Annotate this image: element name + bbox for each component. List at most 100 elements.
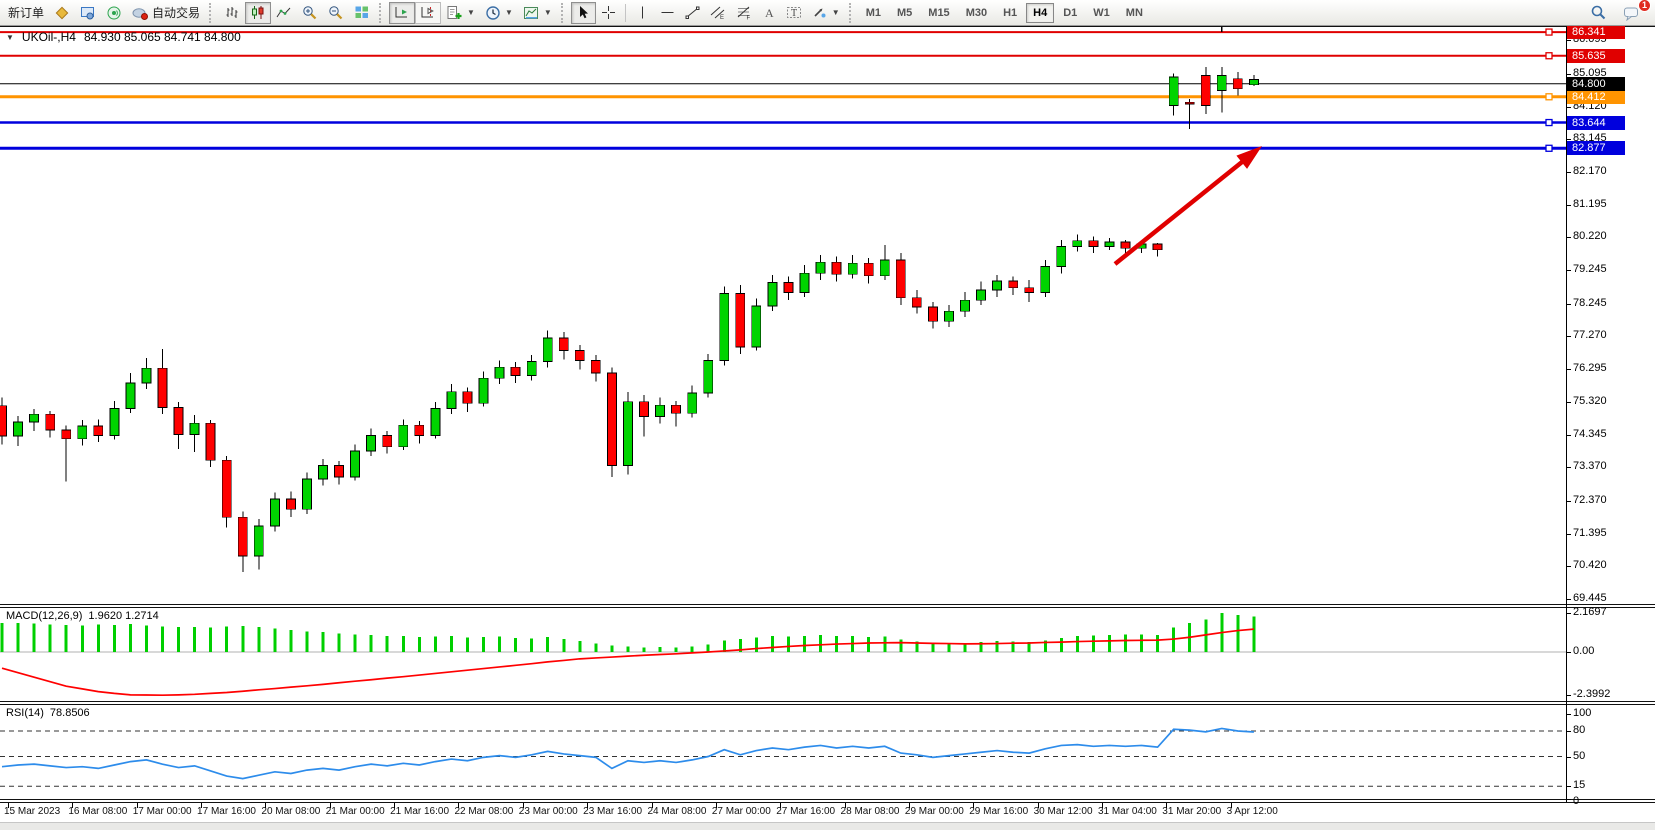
time-axis-border: [0, 802, 1655, 803]
zoom-in-button[interactable]: [297, 2, 323, 24]
text-label-button[interactable]: T: [781, 2, 807, 24]
data-window-button[interactable]: [75, 2, 101, 24]
toolbar-grip[interactable]: [379, 2, 383, 23]
arrows-button[interactable]: ▼: [807, 2, 845, 24]
price-tick-mark: [1566, 172, 1571, 173]
templates-button[interactable]: ▼: [518, 2, 557, 24]
channel-icon: E: [710, 5, 726, 20]
time-tick-mark: [522, 803, 524, 808]
panel-separator[interactable]: [0, 604, 1655, 605]
panel-separator[interactable]: [0, 704, 1655, 705]
timeframe-d1-button[interactable]: D1: [1056, 3, 1084, 23]
line-handle[interactable]: [1545, 28, 1553, 36]
time-tick-mark: [651, 803, 653, 808]
indicators-button[interactable]: ▼: [441, 2, 480, 24]
timeframe-h4-button[interactable]: H4: [1026, 2, 1055, 23]
horizontal-level-lines[interactable]: [0, 28, 1566, 152]
chart-shift-button[interactable]: [415, 1, 442, 24]
price-tick-mark: [1566, 401, 1571, 403]
rsi-axis-label: 80: [1573, 724, 1586, 736]
timeframe-w1-button[interactable]: W1: [1086, 3, 1117, 23]
line-handle[interactable]: [1545, 144, 1553, 152]
price-level-badge: 83.644: [1567, 115, 1625, 130]
price-level-badge: 82.877: [1567, 141, 1625, 156]
notifications-button[interactable]: 1: [1618, 0, 1651, 24]
zoom-out-button[interactable]: [323, 2, 349, 24]
timeframe-m15-button[interactable]: M15: [921, 3, 956, 23]
crosshair-button[interactable]: [596, 2, 621, 24]
time-axis-border: [0, 799, 1655, 800]
toolbar-grip[interactable]: [560, 2, 565, 23]
horizontal-line-icon: [660, 5, 675, 20]
price-tick-label: 76.295: [1573, 362, 1607, 375]
time-tick-mark: [1101, 803, 1103, 808]
price-tick-mark: [1566, 204, 1571, 206]
toolbar-grip[interactable]: [848, 2, 853, 23]
line-chart-button[interactable]: [271, 2, 297, 24]
macd-values: 1.9620 1.2714: [88, 610, 159, 622]
trend-arrow[interactable]: [1113, 146, 1262, 266]
search-button[interactable]: [1585, 2, 1612, 24]
price-tick-mark: [1566, 467, 1571, 469]
auto-trading-label: 自动交易: [152, 6, 201, 20]
rsi-panel[interactable]: [0, 705, 1566, 799]
timeframe-m1-button[interactable]: M1: [859, 3, 888, 23]
signals-button[interactable]: [101, 2, 127, 24]
market-watch-button[interactable]: [49, 2, 75, 24]
vertical-line-button[interactable]: [630, 2, 655, 24]
zoom-in-icon: [302, 5, 318, 21]
time-tick-mark: [1037, 803, 1039, 808]
line-chart-icon: [276, 5, 292, 20]
timeframe-m30-button[interactable]: M30: [959, 3, 994, 23]
bar-chart-button[interactable]: [219, 2, 245, 24]
svg-text:A: A: [765, 6, 774, 20]
horizontal-line-button[interactable]: [655, 2, 680, 24]
candlestick-chart-button[interactable]: [245, 1, 272, 24]
macd-histogram: [0, 612, 1256, 652]
time-tick-label: 27 Mar 16:00: [776, 806, 836, 817]
line-handle[interactable]: [1545, 52, 1553, 60]
cursor-button[interactable]: [570, 1, 596, 24]
line-handle[interactable]: [1545, 118, 1553, 127]
chart-shift-icon: [420, 5, 436, 20]
chevron-down-icon: ▼: [504, 8, 513, 17]
new-order-button[interactable]: 新订单: [3, 2, 49, 24]
tile-windows-button[interactable]: [349, 2, 375, 24]
new-order-label: 新订单: [8, 6, 45, 20]
text-button[interactable]: A: [757, 2, 781, 24]
fibonacci-button[interactable]: F: [731, 2, 757, 24]
price-chart[interactable]: [0, 27, 1566, 604]
panel-separator[interactable]: [0, 607, 1655, 608]
timeframe-group: M1 M5 M15 M30 H1 H4 D1 W1 MN: [859, 2, 1150, 23]
auto-trading-button[interactable]: 自动交易: [127, 2, 205, 24]
equidistant-channel-button[interactable]: E: [705, 2, 731, 24]
price-tick-label: 75.320: [1573, 394, 1607, 407]
chart-menu-icon[interactable]: ▼: [6, 32, 14, 42]
toolbar-grip[interactable]: [209, 2, 213, 23]
rsi-axis-label: 50: [1573, 749, 1586, 762]
auto-scroll-button[interactable]: [389, 1, 416, 24]
panel-separator[interactable]: [0, 701, 1655, 702]
time-tick-mark: [201, 803, 203, 808]
price-tick-label: 79.245: [1573, 263, 1607, 276]
time-tick-label: 3 Apr 12:00: [1226, 806, 1278, 817]
indicators-add-icon: [446, 5, 463, 21]
rsi-tick-mark: [1566, 756, 1571, 758]
periods-button[interactable]: ▼: [480, 2, 518, 24]
line-handle[interactable]: [1545, 93, 1553, 101]
time-tick-mark: [1166, 803, 1168, 808]
timeframe-mn-button[interactable]: MN: [1119, 3, 1150, 23]
price-axis-border: [1566, 27, 1567, 802]
timeframe-h1-button[interactable]: H1: [996, 3, 1024, 23]
candlestick-icon: [250, 5, 266, 20]
time-tick-mark: [265, 803, 267, 808]
chevron-down-icon: ▼: [543, 8, 552, 17]
current-price-badge: 84.800: [1567, 76, 1625, 91]
svg-text:F: F: [746, 16, 750, 21]
macd-panel[interactable]: [0, 608, 1566, 701]
time-tick-label: 16 Mar 08:00: [68, 806, 128, 817]
text-label-icon: T: [786, 5, 802, 20]
price-tick-mark: [1566, 533, 1571, 535]
trendline-button[interactable]: [680, 2, 705, 24]
timeframe-m5-button[interactable]: M5: [890, 3, 919, 23]
